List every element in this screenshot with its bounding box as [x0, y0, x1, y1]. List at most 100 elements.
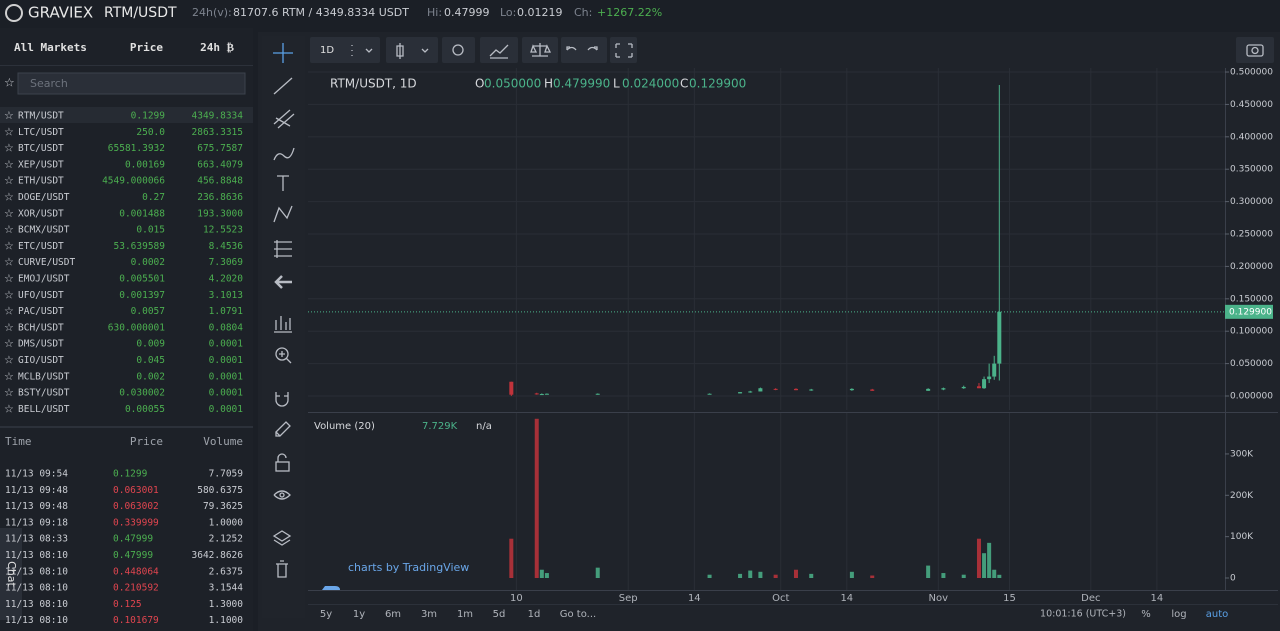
- volume-bar: [976, 538, 981, 579]
- label: Ch:: [574, 6, 592, 19]
- range-button[interactable]: 5y: [320, 609, 332, 620]
- visibility-tool[interactable]: [273, 490, 291, 500]
- trend-line-tool[interactable]: [273, 77, 293, 95]
- market-name[interactable]: BELL/USDT: [18, 404, 70, 415]
- chat-label[interactable]: Chat: [5, 561, 18, 587]
- range-button[interactable]: 6m: [385, 609, 401, 620]
- snapshot-button[interactable]: [1236, 37, 1274, 63]
- star-icon: ☆: [4, 158, 14, 171]
- trade-time: 11/13 08:10: [5, 599, 68, 610]
- market-name[interactable]: DOGE/USDT: [18, 192, 70, 203]
- star-icon: ☆: [4, 207, 14, 220]
- volume-tick-label: 0: [1230, 574, 1236, 584]
- brush-tool[interactable]: [273, 147, 295, 161]
- candle-body: [982, 379, 987, 389]
- icon: [1246, 44, 1264, 57]
- market-name[interactable]: XOR/USDT: [18, 208, 64, 219]
- axis-divider: [308, 604, 1278, 605]
- volume-24h: 81707.6 RTM / 4349.8334 USDT: [233, 6, 409, 19]
- fullscreen-button[interactable]: [610, 37, 637, 63]
- range-button[interactable]: 5d: [493, 609, 506, 620]
- crosshair-tool[interactable]: [273, 43, 293, 63]
- star-icon: ☆: [4, 337, 14, 350]
- market-name[interactable]: PAC/USDT: [18, 306, 64, 317]
- undo-redo-button[interactable]: [561, 37, 607, 63]
- market-name[interactable]: UFO/USDT: [18, 290, 64, 301]
- y-tick-label: 0.400000: [1230, 132, 1273, 142]
- volume-bar: [809, 573, 814, 579]
- layers-tool[interactable]: [272, 530, 292, 546]
- column-header[interactable]: All Markets: [14, 41, 87, 54]
- range-button[interactable]: 1y: [353, 609, 365, 620]
- market-name[interactable]: LTC/USDT: [18, 127, 64, 138]
- magnet-tool[interactable]: [275, 392, 289, 407]
- interval[interactable]: 1D: [320, 45, 334, 56]
- market-name[interactable]: BCH/USDT: [18, 322, 64, 333]
- search-box[interactable]: [17, 72, 246, 95]
- chart-type-button[interactable]: [386, 37, 438, 63]
- market-name[interactable]: XEP/USDT: [18, 159, 64, 170]
- legend-label: H: [544, 77, 553, 91]
- market-name[interactable]: GIO/USDT: [18, 355, 64, 366]
- fib-tool[interactable]: [274, 240, 292, 258]
- log-toggle[interactable]: log: [1171, 609, 1186, 620]
- market-price: 630.000001: [108, 322, 165, 333]
- column-header[interactable]: 24h ₿: [200, 41, 234, 54]
- pattern-tool[interactable]: [273, 205, 293, 223]
- market-name[interactable]: MCLB/USDT: [18, 371, 70, 382]
- icon: [566, 46, 598, 51]
- market-name[interactable]: DMS/USDT: [18, 339, 64, 350]
- range-button[interactable]: Go to...: [560, 609, 596, 620]
- trade-volume: 7.7059: [209, 469, 244, 480]
- market-name[interactable]: BSTY/USDT: [18, 388, 70, 399]
- auto-toggle[interactable]: auto: [1206, 609, 1229, 620]
- delete-tool[interactable]: [276, 560, 288, 578]
- market-name[interactable]: BCMX/USDT: [18, 225, 70, 236]
- star-icon: ☆: [4, 256, 14, 269]
- range-button[interactable]: 3m: [421, 609, 437, 620]
- label: Hi:: [427, 6, 442, 19]
- icon: [615, 43, 633, 58]
- zoom-tool[interactable]: [279, 351, 292, 364]
- market-name[interactable]: BTC/USDT: [18, 143, 64, 154]
- market-price: 0.001397: [119, 290, 165, 301]
- volume-tick-label: 200K: [1230, 491, 1254, 501]
- market-name[interactable]: ETH/USDT: [18, 176, 64, 187]
- search-placeholder: Search: [30, 77, 68, 90]
- zoom-tool[interactable]: [275, 347, 289, 361]
- volume-bar: [544, 573, 549, 579]
- column-header[interactable]: Price: [130, 41, 163, 54]
- pane-divider: [308, 412, 1278, 413]
- range-button[interactable]: 1m: [457, 609, 473, 620]
- market-name[interactable]: ETC/USDT: [18, 241, 64, 252]
- interval-button[interactable]: [310, 37, 380, 63]
- pitchfork-tool[interactable]: [273, 109, 295, 129]
- lock-draw-tool[interactable]: [275, 421, 291, 437]
- text-tool[interactable]: [277, 175, 289, 191]
- chat-tab[interactable]: [0, 528, 22, 620]
- settings-button[interactable]: [442, 37, 475, 63]
- y-tick-label: 0.450000: [1230, 100, 1273, 110]
- x-tick-label: Nov: [929, 593, 949, 604]
- trade-price: 0.125: [113, 599, 142, 610]
- x-tick-label: 15: [1003, 593, 1016, 604]
- market-name[interactable]: CURVE/USDT: [18, 257, 75, 268]
- range-button[interactable]: 1d: [528, 609, 541, 620]
- percent-toggle[interactable]: %: [1141, 609, 1151, 620]
- lock-tool[interactable]: [277, 453, 287, 462]
- x-tick-label: 14: [840, 593, 853, 604]
- measure-tool[interactable]: [274, 316, 292, 333]
- y-tick-label: 0.250000: [1230, 230, 1273, 240]
- y-tick-label: 0.000000: [1230, 392, 1273, 402]
- remove-tool[interactable]: [274, 275, 292, 289]
- y-tick-label: 0.300000: [1230, 197, 1273, 207]
- visibility-tool[interactable]: [279, 492, 285, 498]
- lock-tool[interactable]: [275, 461, 290, 472]
- volume-bar: [992, 569, 997, 579]
- volume-bar: [748, 570, 753, 579]
- indicators-button[interactable]: [480, 37, 518, 63]
- market-name[interactable]: EMOJ/USDT: [18, 274, 70, 285]
- market-name[interactable]: RTM/USDT: [18, 111, 64, 122]
- volume-bar: [707, 574, 712, 579]
- y-tick-label: 0.500000: [1230, 68, 1273, 78]
